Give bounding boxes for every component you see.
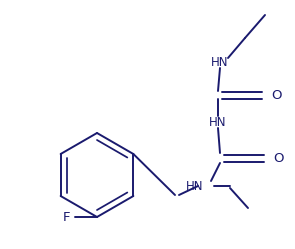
Text: O: O	[273, 151, 283, 165]
Text: O: O	[271, 88, 281, 102]
Text: HN: HN	[186, 180, 203, 192]
Text: HN: HN	[211, 56, 229, 68]
Text: HN: HN	[209, 116, 227, 128]
Text: F: F	[63, 210, 71, 224]
